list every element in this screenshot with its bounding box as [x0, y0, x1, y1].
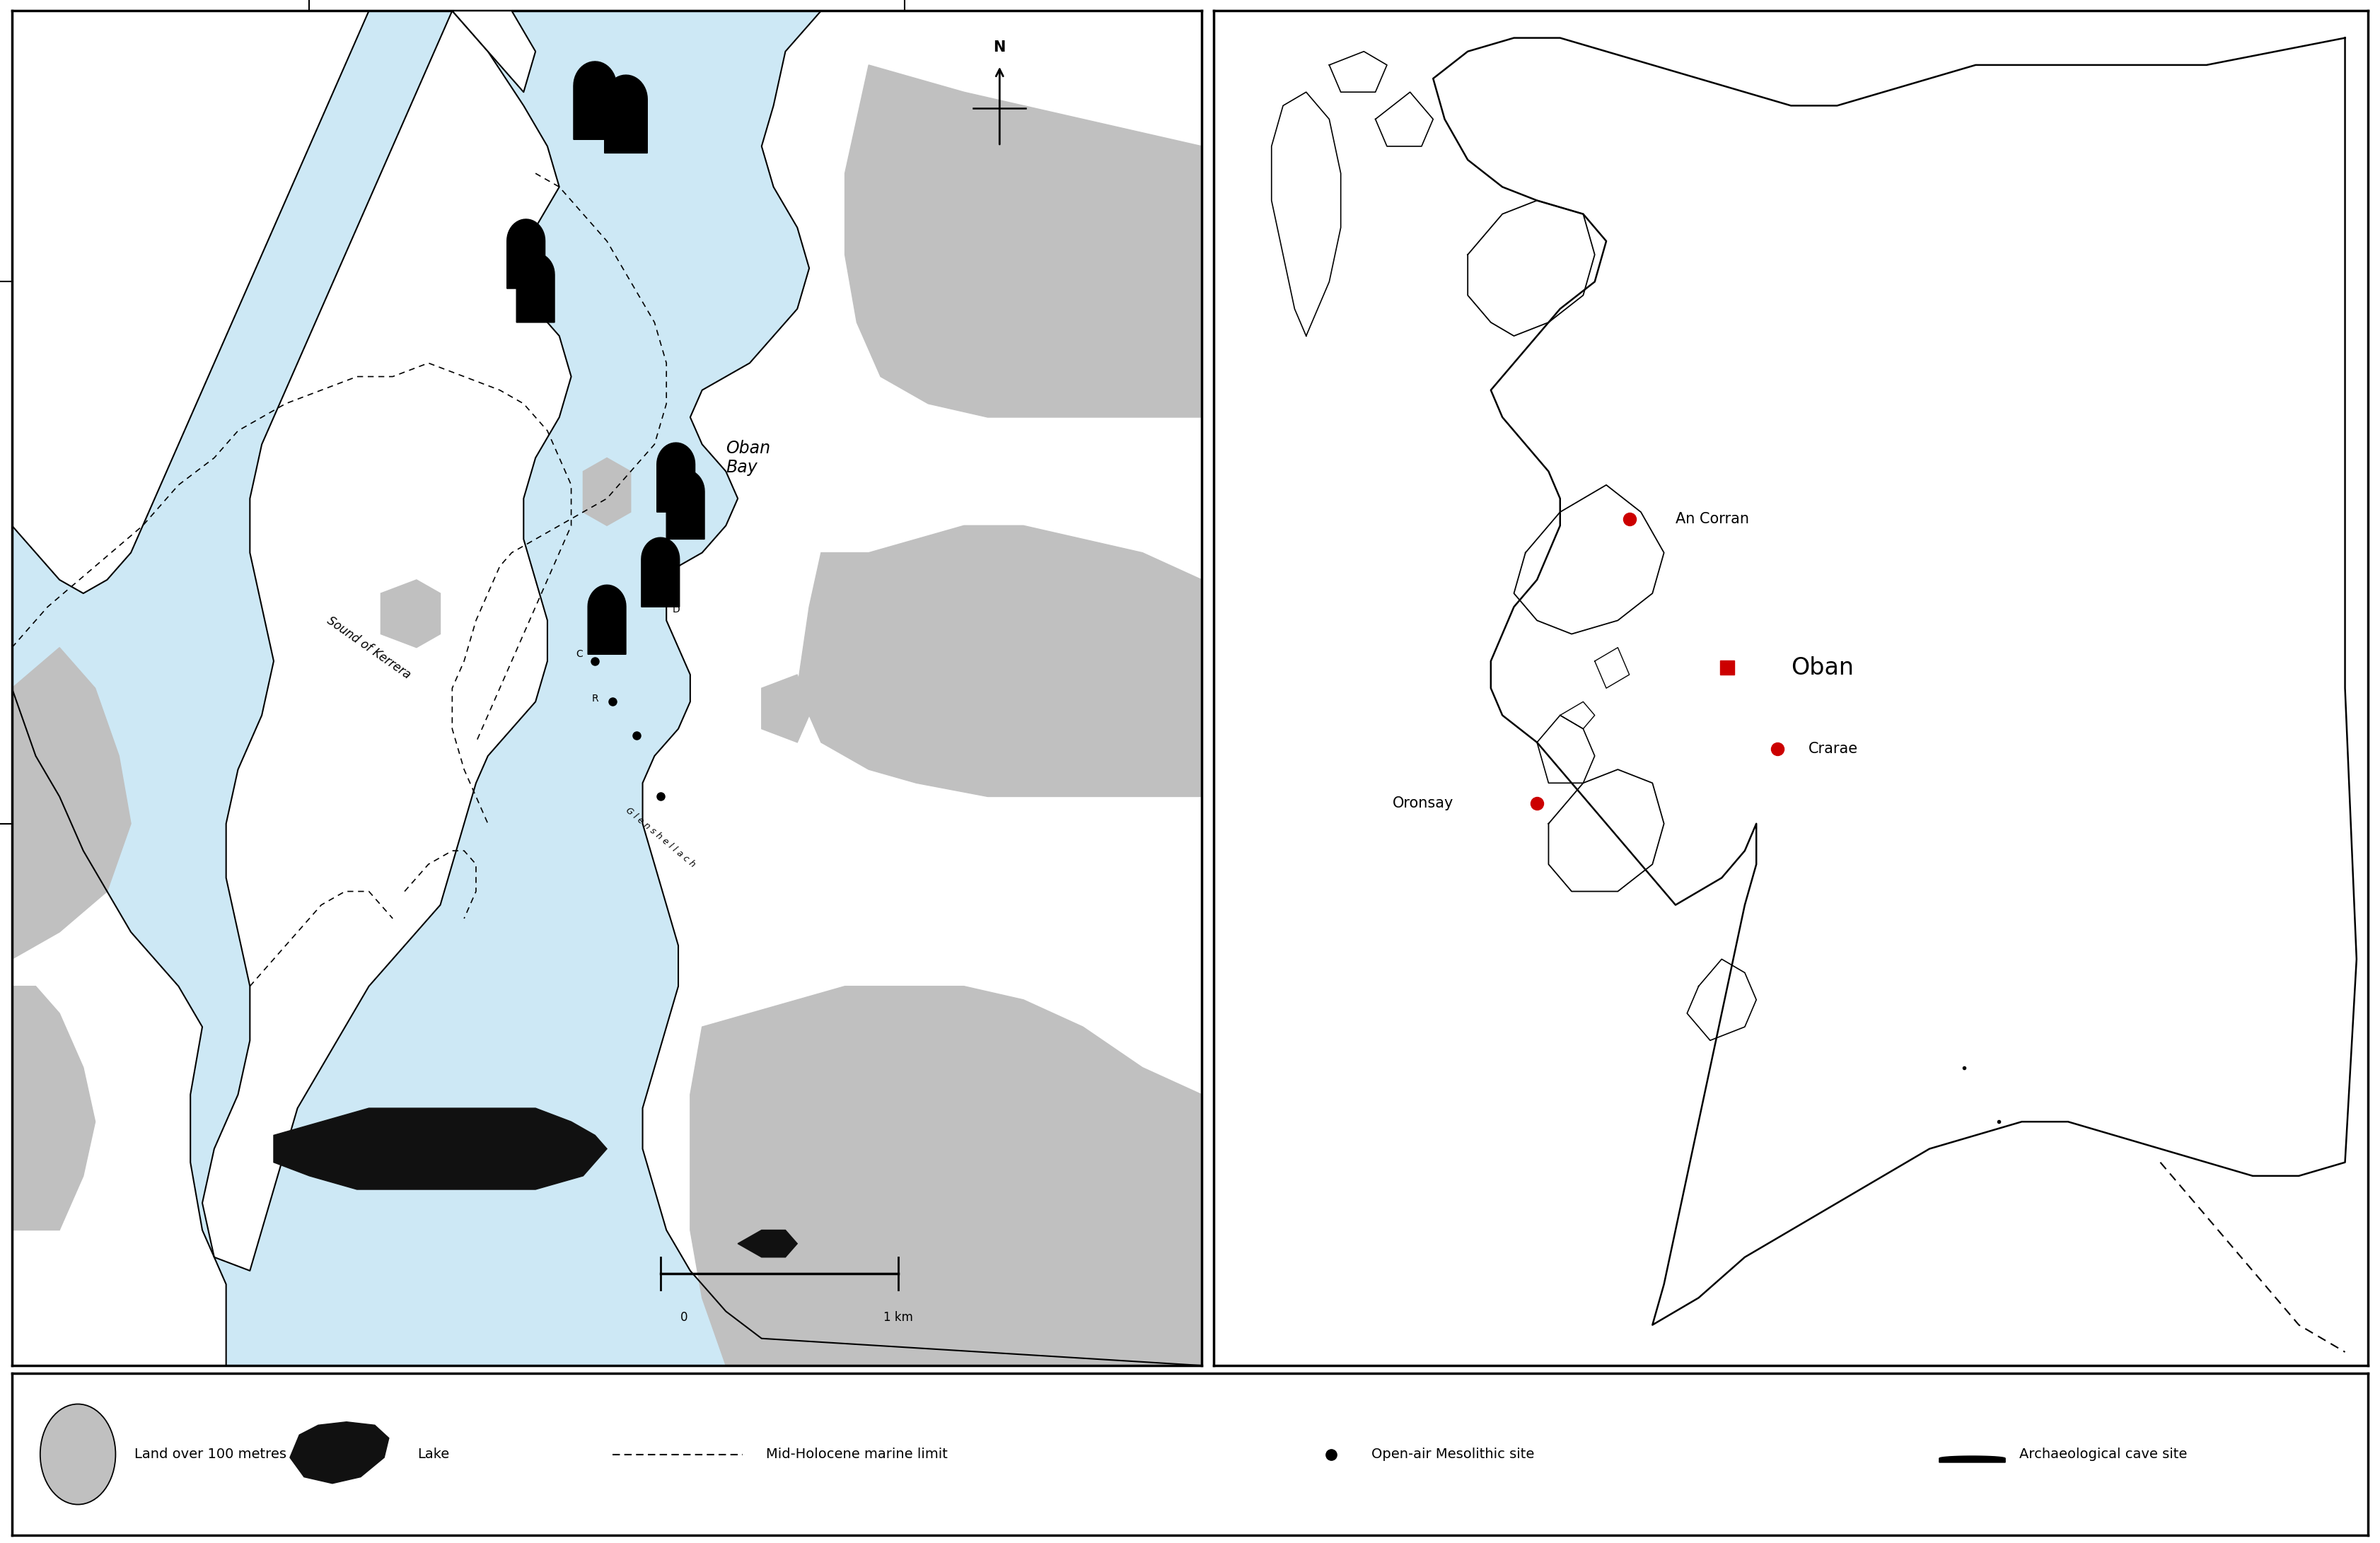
Text: Sound of Kerrera: Sound of Kerrera: [324, 614, 414, 680]
Polygon shape: [1561, 702, 1595, 728]
Polygon shape: [666, 469, 704, 539]
Polygon shape: [1687, 960, 1756, 1040]
Polygon shape: [762, 674, 809, 742]
Polygon shape: [452, 11, 536, 93]
Polygon shape: [1514, 485, 1664, 634]
Text: D: D: [695, 531, 702, 542]
Polygon shape: [1595, 648, 1630, 688]
Polygon shape: [1271, 93, 1340, 336]
Polygon shape: [202, 11, 571, 1271]
Polygon shape: [290, 1423, 388, 1483]
Polygon shape: [574, 62, 616, 139]
Polygon shape: [12, 688, 226, 1366]
Text: Oronsay: Oronsay: [1392, 796, 1454, 810]
Text: Open-air Mesolithic site: Open-air Mesolithic site: [1371, 1447, 1535, 1461]
Text: 1 km: 1 km: [883, 1312, 914, 1324]
Polygon shape: [583, 458, 631, 526]
Polygon shape: [12, 11, 369, 594]
Polygon shape: [507, 219, 545, 289]
Polygon shape: [1433, 39, 2356, 1325]
Text: R: R: [593, 694, 600, 704]
Polygon shape: [657, 443, 695, 512]
Polygon shape: [643, 11, 1202, 1366]
Polygon shape: [738, 1230, 797, 1258]
Polygon shape: [845, 65, 1202, 417]
Polygon shape: [381, 580, 440, 648]
Polygon shape: [605, 76, 647, 153]
Polygon shape: [797, 526, 1202, 796]
Polygon shape: [12, 648, 131, 960]
Text: Oban
Bay: Oban Bay: [726, 440, 771, 477]
Text: D: D: [674, 605, 681, 614]
Ellipse shape: [40, 1404, 117, 1504]
Polygon shape: [690, 986, 1202, 1366]
Text: An Corran: An Corran: [1676, 512, 1749, 526]
Polygon shape: [1468, 201, 1595, 336]
Text: Archaeological cave site: Archaeological cave site: [2018, 1447, 2187, 1461]
Text: Crarae: Crarae: [1809, 742, 1859, 756]
Polygon shape: [1549, 770, 1664, 892]
Polygon shape: [1376, 93, 1433, 147]
Polygon shape: [12, 986, 95, 1230]
Text: Lake: Lake: [416, 1447, 450, 1461]
Text: Oban: Oban: [1792, 656, 1854, 679]
Text: Land over 100 metres: Land over 100 metres: [133, 1447, 286, 1461]
Text: 0: 0: [681, 1312, 688, 1324]
Text: N: N: [992, 40, 1007, 54]
Polygon shape: [643, 537, 681, 606]
Text: G l e n s h e l l a c h: G l e n s h e l l a c h: [624, 805, 697, 869]
Text: Mid-Holocene marine limit: Mid-Holocene marine limit: [766, 1447, 947, 1461]
Text: C: C: [576, 650, 583, 659]
Polygon shape: [588, 585, 626, 654]
Polygon shape: [274, 1108, 607, 1190]
Polygon shape: [516, 253, 555, 322]
Polygon shape: [1328, 51, 1388, 93]
Polygon shape: [1537, 716, 1595, 782]
Polygon shape: [1940, 1457, 2006, 1463]
Text: M: M: [690, 498, 700, 508]
